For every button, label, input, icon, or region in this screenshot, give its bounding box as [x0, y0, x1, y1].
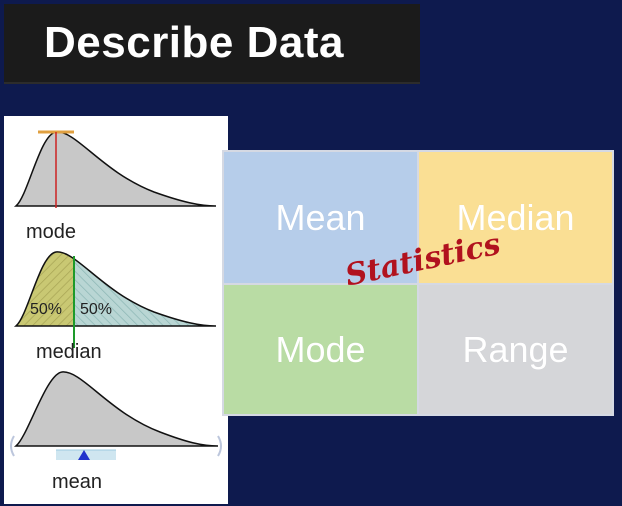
cell-median: Median [419, 152, 612, 285]
cell-mode-label: Mode [275, 328, 366, 370]
cell-mode: Mode [224, 285, 419, 414]
median-right-pct: 50% [80, 301, 113, 318]
cell-mean: Mean [224, 152, 419, 285]
mean-balance-bracket-left [10, 435, 15, 457]
mean-label: mean [52, 471, 103, 493]
cell-mean-label: Mean [275, 196, 366, 238]
median-left-pct: 50% [30, 301, 63, 318]
mean-curve [13, 371, 219, 447]
median-curve-left [16, 251, 74, 326]
median-curve-right [74, 258, 216, 326]
mode-curve [13, 131, 217, 207]
page-title: Describe Data [44, 18, 344, 67]
title-bar: Describe Data [4, 4, 420, 84]
distribution-illustrations [10, 130, 222, 460]
cell-range: Range [419, 285, 612, 414]
median-curve-outline [13, 251, 217, 327]
distribution-panel: mode 50% 50% median mean [4, 116, 228, 504]
median-label: median [36, 341, 102, 363]
mode-label: mode [26, 221, 77, 243]
mean-balance-bracket-right [217, 435, 222, 457]
mean-pivot-icon [78, 450, 90, 460]
cell-range-label: Range [462, 328, 569, 370]
statistics-grid: Mean Median Mode Range [222, 150, 614, 416]
cell-median-label: Median [456, 196, 575, 238]
